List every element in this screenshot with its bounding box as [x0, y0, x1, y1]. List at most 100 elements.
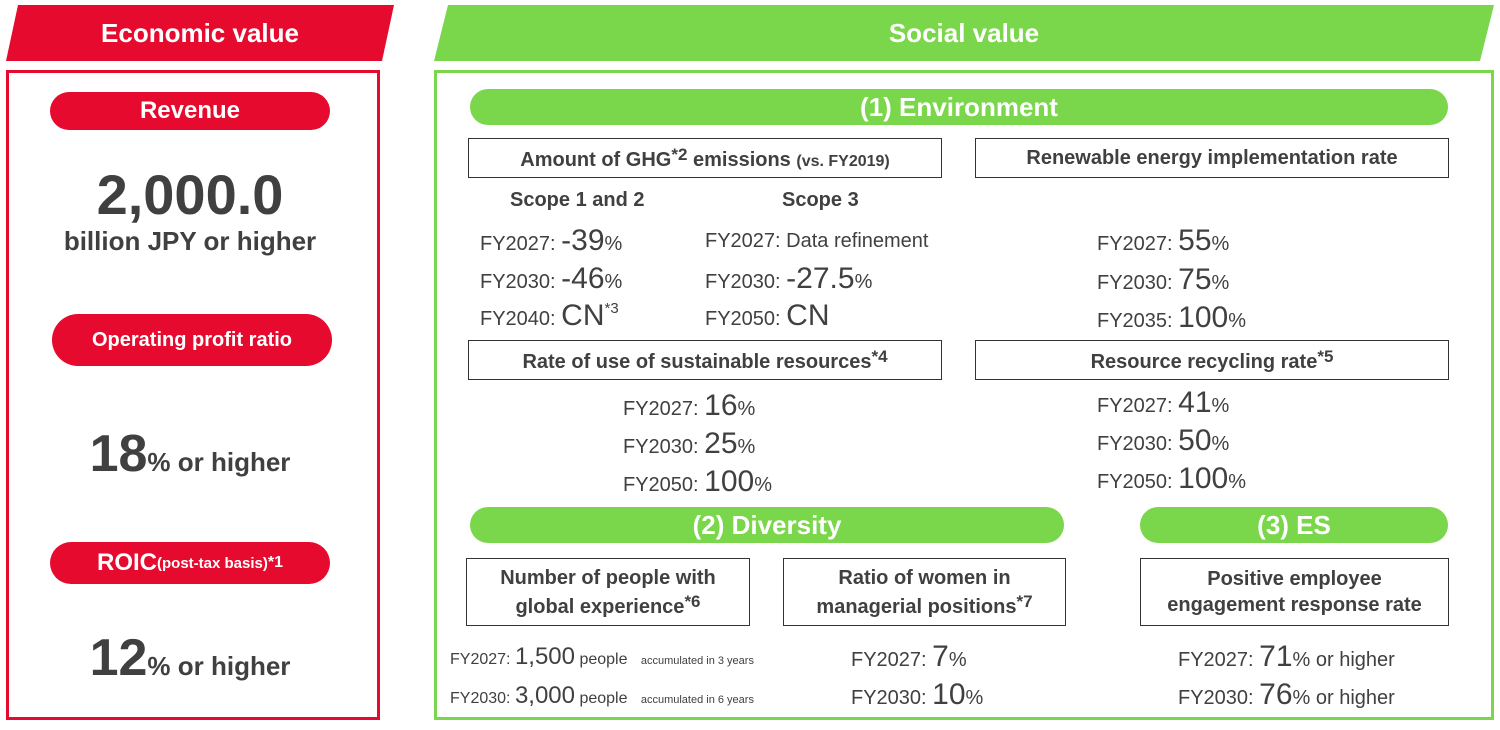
unit: %: [948, 649, 967, 671]
unit: %: [965, 687, 984, 709]
year-label: FY2030:: [1097, 433, 1179, 455]
scope12-row-2040: FY2040: CN*3: [480, 299, 619, 333]
value: 71: [1259, 640, 1293, 673]
year-label: FY2030:: [1178, 687, 1260, 709]
ghg-title-box: Amount of GHG*2 emissions (vs. FY2019): [468, 138, 942, 178]
renewable-row-2030: FY2030: 75%: [1097, 263, 1229, 297]
year-label: FY2027:: [705, 230, 787, 252]
unit: %: [854, 271, 873, 293]
operating-profit-suffix: or higher: [170, 447, 291, 477]
roic-note: *1: [267, 554, 283, 571]
value: 10: [932, 678, 966, 711]
value: -39: [561, 224, 605, 257]
unit: %: [1292, 687, 1311, 709]
year-label: FY2040:: [480, 308, 562, 330]
women-title-line1: Ratio of women in: [838, 566, 1011, 589]
environment-pill: (1) Environment: [470, 89, 1448, 125]
scope3-label: Scope 3: [782, 189, 859, 211]
year-label: FY2030:: [480, 271, 562, 293]
engagement-row-2027: FY2027: 71% or higher: [1178, 640, 1395, 674]
note: *3: [604, 300, 619, 317]
scope3-row-2027: FY2027: Data refinement: [705, 230, 928, 253]
diversity-label: (2) Diversity: [692, 509, 842, 540]
value: CN: [561, 299, 605, 332]
unit: %: [1211, 395, 1230, 417]
value: 75: [1178, 263, 1212, 296]
unit: %: [1211, 272, 1230, 294]
value: 7: [932, 640, 949, 673]
operating-profit-label: Operating profit ratio: [92, 328, 292, 351]
social-value-title: Social value: [888, 17, 1040, 48]
es-label: (3) ES: [1257, 509, 1331, 540]
diversity-pill: (2) Diversity: [470, 507, 1064, 543]
year-label: FY2030:: [450, 690, 515, 707]
ghg-title-small: (vs. FY2019): [796, 152, 890, 170]
year-label: FY2027:: [1178, 649, 1260, 671]
unit: %: [1292, 649, 1311, 671]
value: -46: [561, 262, 605, 295]
recycling-row-2030: FY2030: 50%: [1097, 424, 1229, 458]
sustainable-title: Rate of use of sustainable resources: [522, 350, 872, 373]
global-note: *6: [684, 591, 701, 611]
sustainable-row-2030: FY2030: 25%: [623, 427, 755, 461]
renewable-row-2027: FY2027: 55%: [1097, 224, 1229, 258]
roic-pct: %: [147, 651, 171, 681]
unit: %: [1211, 433, 1230, 455]
operating-profit-value: 18: [89, 425, 148, 483]
value: -27.5: [786, 262, 855, 295]
unit: %: [737, 436, 756, 458]
sustainable-row-2027: FY2027: 16%: [623, 389, 755, 423]
unit: %: [737, 398, 756, 420]
year-label: FY2027:: [1097, 395, 1179, 417]
unit: people: [575, 651, 628, 668]
recycling-title: Resource recycling rate: [1090, 350, 1318, 373]
unit: %: [1228, 471, 1247, 493]
value: Data refinement: [786, 230, 929, 252]
year-label: FY2030:: [705, 271, 787, 293]
global-title-line2: global experience: [515, 595, 685, 618]
year-label: FY2035:: [1097, 310, 1179, 332]
year-label: FY2030:: [623, 436, 705, 458]
engagement-row-2030: FY2030: 76% or higher: [1178, 678, 1395, 712]
operating-profit-pill: Operating profit ratio: [52, 314, 332, 366]
value: 41: [1178, 386, 1212, 419]
year-label: FY2027:: [450, 651, 515, 668]
engagement-title-line1: Positive employee: [1207, 568, 1382, 590]
women-row-2027: FY2027: 7%: [851, 640, 967, 674]
engagement-title-line2: engagement response rate: [1167, 594, 1422, 616]
women-managers-title-box: Ratio of women in managerial positions*7: [783, 558, 1066, 626]
ghg-title-a: Amount of GHG: [520, 148, 672, 171]
revenue-label: Revenue: [139, 97, 241, 124]
sustainable-title-box: Rate of use of sustainable resources*4: [468, 340, 942, 380]
scope3-row-2050: FY2050: CN: [705, 299, 830, 333]
global-title-line1: Number of people with: [500, 566, 716, 589]
value: 76: [1259, 678, 1293, 711]
engagement-title-box: Positive employee engagement response ra…: [1140, 558, 1449, 626]
scope12-row-2030: FY2030: -46%: [480, 262, 622, 296]
economic-value-title: Economic value: [101, 17, 299, 48]
environment-label: (1) Environment: [860, 91, 1058, 122]
suffix: or higher: [1310, 649, 1395, 671]
women-row-2030: FY2030: 10%: [851, 678, 983, 712]
value: 25: [704, 427, 738, 460]
women-title-line2: managerial positions: [816, 595, 1017, 618]
scope3-row-2030: FY2030: -27.5%: [705, 262, 872, 296]
social-value-panel: [434, 70, 1494, 720]
scope12-label: Scope 1 and 2: [510, 189, 645, 211]
value: 1,500: [514, 643, 575, 670]
year-label: FY2050:: [623, 474, 705, 496]
year-label: FY2030:: [1097, 272, 1179, 294]
year-label: FY2027:: [851, 649, 933, 671]
roic-label: ROIC: [97, 549, 157, 576]
renewable-title-box: Renewable energy implementation rate: [975, 138, 1449, 178]
economic-value-banner: Economic value: [6, 5, 394, 61]
roic-suffix: or higher: [170, 651, 291, 681]
roic-label-small: (post-tax basis): [157, 554, 268, 572]
revenue-value: 2,000.0: [96, 163, 284, 226]
unit: %: [754, 474, 773, 496]
detail: accumulated in 3 years: [640, 655, 754, 667]
unit: %: [604, 233, 623, 255]
value: CN: [786, 299, 830, 332]
scope12-row-2027: FY2027: -39%: [480, 224, 622, 258]
value: 100: [1178, 301, 1229, 334]
